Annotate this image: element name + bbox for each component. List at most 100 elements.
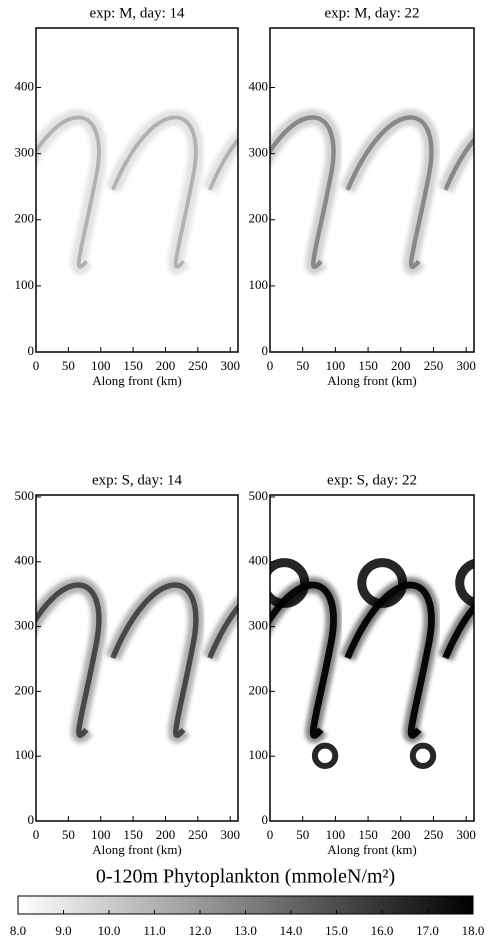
x-tick-label: 50 bbox=[296, 358, 309, 373]
x-tick-label: 200 bbox=[156, 358, 176, 373]
y-tick-label: 300 bbox=[249, 618, 269, 633]
bloom-band bbox=[0, 585, 2, 735]
eddy bbox=[409, 742, 437, 769]
x-tick-label: 300 bbox=[456, 827, 476, 842]
y-tick-label: 300 bbox=[15, 618, 35, 633]
y-tick-label: 300 bbox=[15, 145, 35, 160]
x-tick-label: 250 bbox=[188, 358, 208, 373]
colorbar-tick-label: 9.0 bbox=[55, 923, 71, 938]
y-tick-label: 0 bbox=[28, 812, 35, 827]
field bbox=[0, 577, 238, 744]
plot-frame bbox=[269, 494, 475, 822]
panel-title: exp: S, day: 14 bbox=[92, 472, 182, 488]
x-tick-label: 300 bbox=[456, 358, 476, 373]
x-tick-label: 150 bbox=[123, 358, 143, 373]
bloom-band bbox=[105, 577, 204, 744]
x-tick-label: 100 bbox=[326, 358, 346, 373]
bloom-band bbox=[270, 109, 342, 275]
x-tick-label: 0 bbox=[267, 827, 274, 842]
x-tick-label: 250 bbox=[424, 827, 444, 842]
y-tick-label: 400 bbox=[249, 78, 269, 93]
x-tick-label: 50 bbox=[296, 827, 309, 842]
y-tick-label: 400 bbox=[15, 553, 35, 568]
bloom-band bbox=[36, 109, 107, 275]
bloom-band bbox=[340, 109, 440, 275]
x-tick-label: 200 bbox=[391, 827, 411, 842]
x-tick-label: 0 bbox=[33, 358, 40, 373]
eddy bbox=[217, 746, 237, 766]
y-tick-label: 400 bbox=[249, 553, 269, 568]
x-tick-label: 300 bbox=[220, 358, 240, 373]
bloom-band bbox=[340, 577, 440, 744]
x-tick-label: 250 bbox=[424, 358, 444, 373]
bloom-band bbox=[270, 577, 342, 744]
bloom-band bbox=[105, 109, 204, 275]
x-tick-label: 50 bbox=[62, 827, 75, 842]
colorbar-title: 0-120m Phytoplankton (mmoleN/m²) bbox=[96, 866, 395, 888]
colorbar-tick-label: 13.0 bbox=[234, 923, 257, 938]
panel-title: exp: M, day: 22 bbox=[325, 5, 420, 21]
plot-frame bbox=[35, 494, 239, 822]
bloom-core bbox=[110, 582, 199, 738]
y-tick-label: 100 bbox=[249, 277, 269, 292]
colorbar-tick-label: 17.0 bbox=[416, 923, 439, 938]
y-tick-label: 200 bbox=[249, 211, 269, 226]
x-tick-label: 150 bbox=[358, 358, 378, 373]
y-tick-label: 100 bbox=[249, 747, 269, 762]
plot-frame bbox=[269, 27, 475, 353]
x-tick-label: 100 bbox=[326, 827, 346, 842]
eddy bbox=[357, 558, 408, 608]
x-tick-label: 0 bbox=[267, 358, 274, 373]
x-tick-label: 200 bbox=[391, 358, 411, 373]
panel-title: exp: M, day: 14 bbox=[90, 5, 185, 21]
x-axis-label: Along front (km) bbox=[92, 373, 182, 388]
bloom-core bbox=[36, 115, 101, 269]
y-tick-label: 500 bbox=[249, 488, 269, 503]
x-tick-label: 150 bbox=[358, 827, 378, 842]
x-tick-label: 100 bbox=[91, 358, 111, 373]
colorbar-tick-label: 18.0 bbox=[462, 923, 485, 938]
colorbar-tick-label: 12.0 bbox=[189, 923, 212, 938]
field bbox=[270, 109, 474, 275]
colorbar-tick-label: 10.0 bbox=[98, 923, 121, 938]
colorbar-tick-label: 15.0 bbox=[325, 923, 348, 938]
y-tick-label: 0 bbox=[262, 343, 269, 358]
y-tick-label: 0 bbox=[28, 343, 35, 358]
x-tick-label: 150 bbox=[123, 827, 143, 842]
colorbar-tick-label: 14.0 bbox=[280, 923, 303, 938]
bloom-band bbox=[36, 577, 107, 744]
x-axis-label: Along front (km) bbox=[92, 842, 182, 857]
y-tick-label: 200 bbox=[15, 682, 35, 697]
y-tick-label: 400 bbox=[15, 78, 35, 93]
panel-title: exp: S, day: 22 bbox=[327, 472, 417, 488]
y-tick-label: 300 bbox=[249, 145, 269, 160]
colorbar-tick-label: 16.0 bbox=[371, 923, 394, 938]
bloom-core bbox=[0, 585, 2, 735]
field bbox=[0, 109, 238, 275]
x-tick-label: 300 bbox=[220, 827, 240, 842]
x-axis-label: Along front (km) bbox=[327, 842, 417, 857]
y-tick-label: 100 bbox=[15, 747, 35, 762]
x-tick-label: 250 bbox=[188, 827, 208, 842]
bloom-core bbox=[36, 582, 102, 738]
y-tick-label: 100 bbox=[15, 277, 35, 292]
x-tick-label: 0 bbox=[33, 827, 40, 842]
bloom-band bbox=[0, 117, 2, 266]
eddy bbox=[311, 742, 339, 769]
x-tick-label: 50 bbox=[62, 358, 75, 373]
x-axis-label: Along front (km) bbox=[327, 373, 417, 388]
eddy bbox=[270, 558, 310, 608]
eddy bbox=[455, 558, 474, 608]
field bbox=[217, 558, 474, 769]
bloom-core bbox=[110, 115, 198, 269]
bloom-core bbox=[345, 115, 434, 269]
bloom-core bbox=[0, 117, 2, 266]
x-tick-label: 100 bbox=[91, 827, 111, 842]
x-tick-label: 200 bbox=[156, 827, 176, 842]
bloom-core bbox=[270, 115, 336, 269]
bloom-band bbox=[438, 595, 474, 662]
y-tick-label: 200 bbox=[15, 211, 35, 226]
y-tick-label: 500 bbox=[15, 488, 35, 503]
plot-frame bbox=[35, 27, 239, 353]
